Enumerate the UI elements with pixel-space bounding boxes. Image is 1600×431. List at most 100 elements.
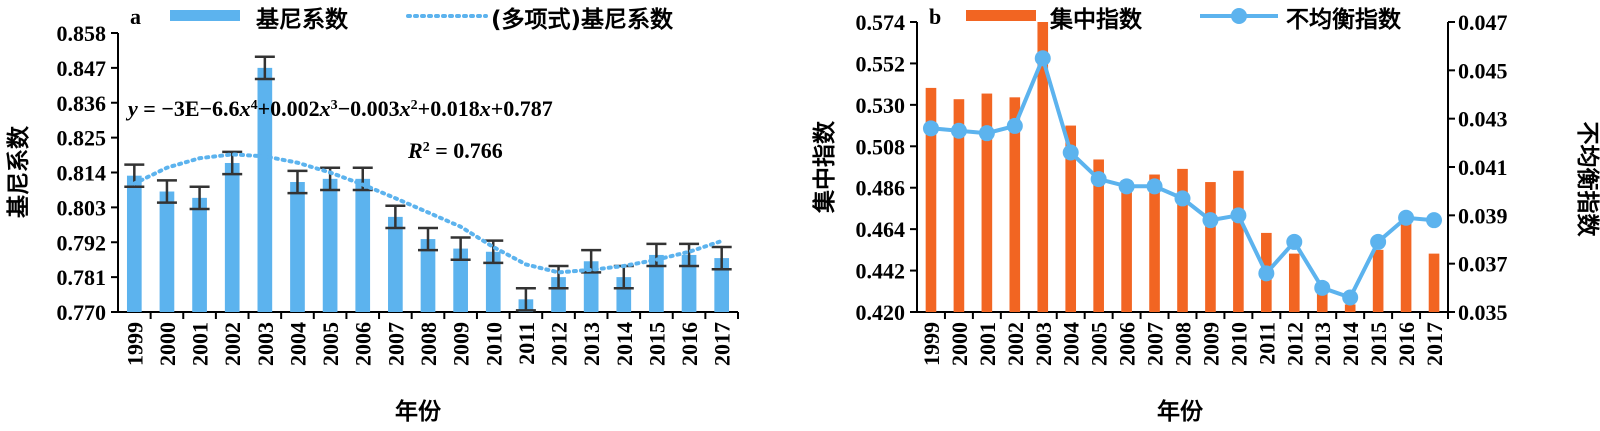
x-tick-label: 2001: [975, 322, 1000, 366]
y-tick-label: 0.486: [856, 176, 906, 201]
x-tick-label: 2010: [1226, 322, 1251, 366]
concentration-bar: [1177, 168, 1188, 312]
x-tick-label: 2003: [1031, 322, 1056, 366]
imbalance-point: [1118, 178, 1135, 195]
concentration-bar: [1205, 182, 1216, 312]
gini-bar: [290, 182, 305, 312]
y-right-tick-label: 0.041: [1458, 155, 1508, 180]
imbalance-point: [1258, 265, 1275, 282]
concentration-bar: [1288, 253, 1300, 312]
concentration-bar: [1428, 253, 1440, 312]
concentration-bar: [1344, 304, 1356, 312]
imbalance-point: [1426, 212, 1443, 229]
x-tick-label: 2017: [710, 322, 735, 366]
gini-bar: [322, 178, 338, 312]
legend-marker-imbalance: [1231, 8, 1247, 24]
imbalance-point: [1090, 171, 1107, 188]
y-tick-label: 0.464: [856, 217, 906, 242]
x-axis-title-a: 年份: [395, 398, 442, 425]
imbalance-point: [1006, 117, 1023, 134]
x-tick-label: 2015: [1366, 322, 1391, 366]
y-tick-label: 0.825: [57, 126, 107, 151]
x-axis-title-b: 年份: [1157, 398, 1204, 425]
chart-panel-a: 0.858 0.847 0.836 0.825 0.814 0.803 0.792 0.781…: [6, 4, 739, 425]
x-tick-label: 2003: [253, 322, 278, 366]
imbalance-point: [1286, 233, 1303, 250]
concentration-bar: [1037, 22, 1049, 312]
gini-bar: [681, 254, 697, 312]
imbalance-point: [950, 122, 967, 139]
x-tick-label: 2016: [677, 322, 702, 366]
x-tick-label: 2009: [1198, 322, 1223, 366]
gini-bar: [159, 191, 175, 312]
x-tick-label: 2004: [1059, 322, 1084, 366]
x-tick-label: 2006: [351, 322, 376, 366]
x-tick-label: 2000: [155, 322, 180, 366]
x-tick-label: 2002: [220, 322, 245, 366]
x-tick-label: 2008: [1171, 322, 1196, 366]
legend-label-concentration: 集中指数: [1049, 6, 1143, 33]
legend-label-imbalance: 不均衡指数: [1286, 6, 1402, 33]
imbalance-point: [1146, 178, 1163, 195]
gini-bar: [616, 277, 632, 312]
x-tick-label: 2002: [1003, 322, 1028, 366]
y-tick-label: 0.442: [856, 259, 906, 284]
imbalance-point: [1062, 144, 1079, 161]
legend-label-trend: (多项式)基尼系数: [491, 6, 674, 33]
concentration-bar: [1400, 221, 1412, 312]
y-right-tick-label: 0.047: [1458, 10, 1508, 35]
imbalance-point: [1202, 212, 1219, 229]
x-tick-label: 2007: [383, 322, 408, 366]
imbalance-point: [1034, 50, 1051, 67]
y-tick-label: 0.836: [57, 91, 107, 116]
y-right-tick-label: 0.037: [1458, 252, 1508, 277]
panel-label-a: a: [130, 4, 141, 29]
y-tick-label: 0.792: [57, 230, 107, 255]
gini-bar: [420, 239, 436, 312]
legend-label-gini: 基尼系数: [256, 7, 349, 33]
trend-equation: y = −3E−6.6x4+0.002x3−0.003x2+0.018x+0.7…: [125, 96, 553, 121]
x-tick-label: 2007: [1143, 322, 1168, 366]
concentration-bar: [953, 99, 965, 312]
x-tick-label: 2013: [1310, 322, 1335, 366]
imbalance-point: [978, 125, 995, 142]
legend-swatch-concentration: [966, 10, 1036, 21]
x-tick-label: 2001: [188, 322, 213, 366]
imbalance-point: [922, 120, 939, 137]
y-tick-label: 0.552: [856, 51, 906, 76]
x-tick-label: 2014: [1338, 322, 1363, 366]
y-tick-label: 0.508: [856, 134, 906, 159]
gini-bar: [583, 261, 599, 312]
y-tick-label: 0.530: [856, 93, 906, 118]
x-tick-label: 2005: [318, 322, 343, 366]
x-tick-label: 2014: [612, 322, 637, 366]
gini-bar: [257, 67, 273, 312]
gini-bar: [388, 216, 403, 312]
y-axis-title-a: 基尼系数: [6, 125, 32, 218]
y-axis-title-b-right: 不均衡指数: [1574, 122, 1600, 238]
x-tick-label: 2004: [285, 322, 310, 366]
gini-bar: [453, 248, 468, 312]
x-tick-label: 2017: [1422, 322, 1447, 366]
y-right-tick-label: 0.035: [1458, 300, 1508, 325]
gini-bar: [649, 254, 664, 312]
trendline: [132, 152, 724, 275]
y-tick-label: 0.803: [57, 195, 107, 220]
concentration-bar: [1149, 174, 1160, 312]
gini-bar: [714, 258, 730, 312]
concentration-bar: [1121, 180, 1132, 312]
x-tick-label: 1999: [122, 322, 147, 366]
gini-bar: [551, 277, 566, 312]
y-tick-label: 0.420: [856, 300, 906, 325]
concentration-bar: [1316, 293, 1328, 312]
y-tick-label: 0.858: [57, 21, 107, 46]
y-tick-label: 0.781: [57, 265, 107, 290]
x-tick-label: 2013: [579, 322, 604, 366]
y-tick-label: 0.574: [856, 10, 906, 35]
concentration-bar: [1093, 159, 1104, 312]
x-tick-label: 2009: [449, 322, 474, 366]
imbalance-point: [1370, 233, 1387, 250]
x-tick-label: 2012: [1282, 322, 1307, 366]
concentration-bar: [1009, 97, 1021, 312]
